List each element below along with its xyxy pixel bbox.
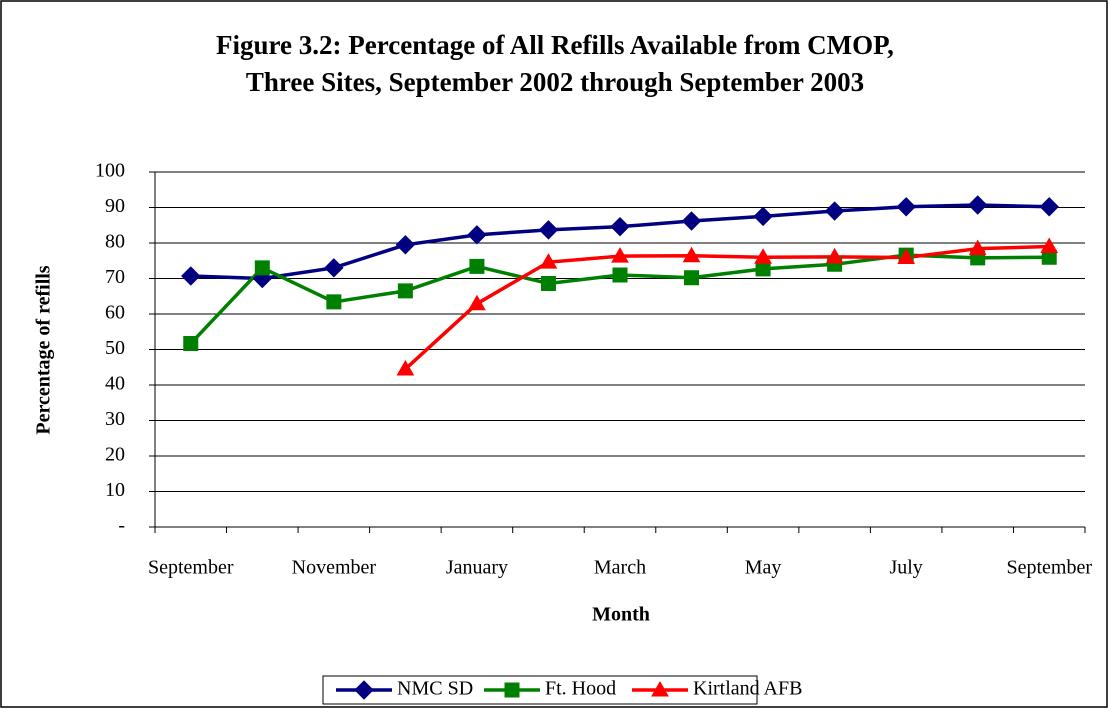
x-tick-label: September: [1006, 557, 1092, 579]
marker: [825, 247, 844, 264]
y-tick-label: 30: [105, 408, 125, 430]
marker: [181, 266, 201, 286]
y-tick-label: 80: [105, 231, 125, 253]
marker: [610, 216, 630, 237]
y-tick-label: -: [118, 515, 125, 537]
marker: [968, 239, 987, 256]
marker: [651, 680, 669, 697]
marker: [896, 197, 916, 217]
marker: [395, 235, 416, 255]
marker: [1039, 197, 1059, 217]
marker: [682, 246, 701, 263]
y-tick-label: 40: [105, 373, 125, 395]
marker: [1040, 237, 1059, 254]
y-tick-label: 20: [105, 444, 125, 466]
marker: [396, 360, 415, 376]
marker: [755, 261, 771, 277]
marker: [504, 682, 520, 698]
y-axis-title: Percentage of refills: [33, 265, 55, 434]
y-tick-label: 50: [105, 337, 125, 359]
marker: [254, 260, 270, 276]
marker: [467, 225, 487, 245]
marker: [326, 294, 342, 310]
y-tick-label: 10: [105, 479, 125, 501]
marker: [611, 247, 629, 263]
marker: [681, 211, 702, 231]
marker: [967, 195, 988, 215]
marker: [897, 248, 916, 265]
series-line: [404, 244, 1050, 371]
marker: [540, 275, 556, 291]
marker: [354, 680, 374, 700]
marker: [469, 258, 485, 274]
y-tick-label: 70: [105, 266, 125, 288]
marker: [612, 267, 628, 283]
marker: [539, 253, 558, 269]
marker: [324, 258, 344, 278]
y-tick-label: 100: [95, 160, 125, 182]
marker: [397, 283, 413, 299]
x-tick-label: November: [292, 557, 377, 579]
marker: [824, 201, 845, 221]
marker: [753, 206, 773, 227]
marker: [754, 248, 772, 264]
y-tick-label: 60: [105, 302, 125, 324]
marker: [538, 220, 559, 240]
x-tick-label: July: [889, 557, 922, 579]
chart-title: Three Sites, September 2002 through Sept…: [246, 67, 864, 97]
x-tick-label: January: [446, 557, 508, 579]
legend-label: NMC SD: [397, 678, 473, 700]
x-tick-label: September: [148, 557, 234, 579]
x-tick-label: March: [594, 557, 646, 579]
chart-title: Figure 3.2: Percentage of All Refills Av…: [216, 30, 894, 60]
legend-label: Kirtland AFB: [693, 678, 802, 700]
legend-label: Ft. Hood: [545, 678, 616, 700]
marker: [684, 270, 700, 286]
y-tick-label: 90: [105, 195, 125, 217]
x-axis-title: Month: [592, 604, 650, 626]
marker: [468, 294, 486, 311]
x-tick-label: May: [745, 557, 782, 579]
marker: [183, 335, 199, 351]
